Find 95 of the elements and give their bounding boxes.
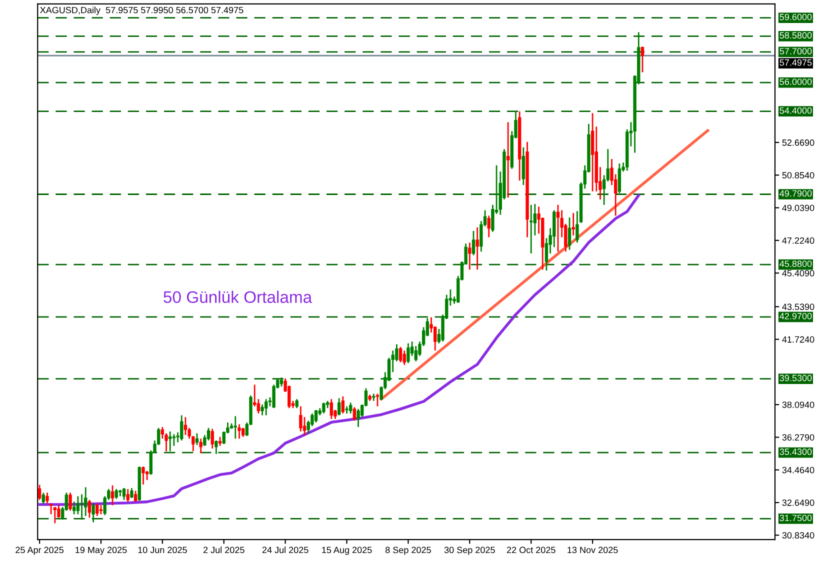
candlestick [349,402,352,414]
y-tick-label: 52.6690 [782,139,814,146]
candlestick [96,502,99,517]
candlestick [590,112,594,192]
x-tick-label: 15 Aug 2025 [322,546,372,555]
candlestick [130,487,134,499]
candlestick [264,398,268,416]
candlestick [337,398,341,416]
candlestick [199,438,202,454]
y-tick-label: 49.0390 [782,204,814,212]
candlestick [406,342,410,364]
x-tick-label: 19 May 2025 [76,546,127,555]
candlestick [49,502,53,515]
candlestick [398,346,402,363]
candlestick [195,432,199,446]
candlestick [618,162,622,194]
candlestick [134,490,138,502]
candlestick [126,488,130,502]
candlestick [356,408,360,428]
candlestick [530,204,533,254]
candlestick [238,424,241,440]
y-tick-label: 50.8540 [782,172,814,178]
candlestick [341,396,345,414]
candlestick [53,506,56,524]
y-tick-label: 45.4090 [782,270,814,276]
candlestick [142,466,145,486]
candlestick [376,393,380,407]
ref-line-label: 58.5800 [780,32,812,39]
candlestick [568,216,572,251]
ref-line-label: 35.4300 [780,448,812,455]
candlestick [210,428,214,450]
chart-title: XAGUSD,Daily 57.9575 57.9950 56.5700 57.4975 [40,6,244,16]
candlestick [556,204,560,252]
ref-line-label: 49.7900 [780,190,812,197]
candlestick [468,242,472,270]
text: 50 Günlük Ortalama [164,290,312,304]
y-tick-label: 47.2240 [782,237,814,244]
candlestick [487,214,490,238]
candlestick [640,46,644,73]
candlestick [57,504,60,519]
candlestick [184,416,188,436]
candlestick [314,409,318,424]
candlestick [92,502,95,524]
candlestick [299,406,302,432]
candlestick [72,500,76,515]
ref-line-label: 39.5300 [780,374,812,382]
x-tick-label: 8 Sep 2025 [386,546,431,555]
ref-line-label: 59.6000 [780,14,812,20]
candlestick [234,415,237,440]
candlestick [42,492,45,504]
ref-line-label: 54.4000 [780,107,812,114]
candlestick [352,406,356,422]
x-tick-label: 24 Jul 2025 [262,546,308,554]
candlestick [214,440,218,455]
y-tick-label: 36.2790 [782,434,814,441]
x-tick-label: 13 Nov 2025 [568,546,618,554]
candlestick [572,212,575,236]
x-tick-label: 25 Apr 2025 [16,546,64,555]
candlestick [506,121,510,198]
candlestick [68,492,72,512]
y-tick-label: 43.5390 [782,304,814,310]
y-tick-label: 30.8340 [782,532,814,539]
candlestick [114,488,118,500]
candlestick [322,402,326,414]
y-tick-label: 32.6490 [782,500,814,506]
candlestick [88,499,92,519]
y-tick-label: 34.4640 [782,466,814,474]
candlestick [110,484,114,506]
x-tick-label: 22 Oct 2025 [506,546,556,554]
candlestick [330,398,334,420]
ref-line-label: 57.7000 [780,48,812,54]
candlestick [180,414,184,442]
ref-line-label: 42.9700 [780,312,812,320]
ref-line-label: 57.4975 [780,59,812,66]
candlestick [168,430,172,452]
candlestick [402,350,406,366]
candlestick [414,345,418,362]
y-tick-label: 38.0940 [782,402,814,408]
candlestick [46,492,49,504]
candlestick [172,433,176,447]
candlestick [84,486,88,517]
x-tick-label: 2 Jul 2025 [204,546,244,554]
candlestick [372,393,376,402]
candlestick [472,230,476,256]
y-tick-label: 41.7240 [782,336,814,343]
ref-line-label: 56.0000 [780,78,812,85]
ref-line-label: 31.7500 [780,514,812,522]
candlestick [122,487,126,501]
candlestick [522,146,526,186]
candlestick [476,226,479,270]
candlestick [80,494,84,520]
x-tick-label: 30 Sep 2025 [444,546,495,555]
ref-line-label: 45.8800 [780,260,812,267]
candlestick [38,484,42,501]
x-tick-label: 10 Jun 2025 [138,546,187,554]
